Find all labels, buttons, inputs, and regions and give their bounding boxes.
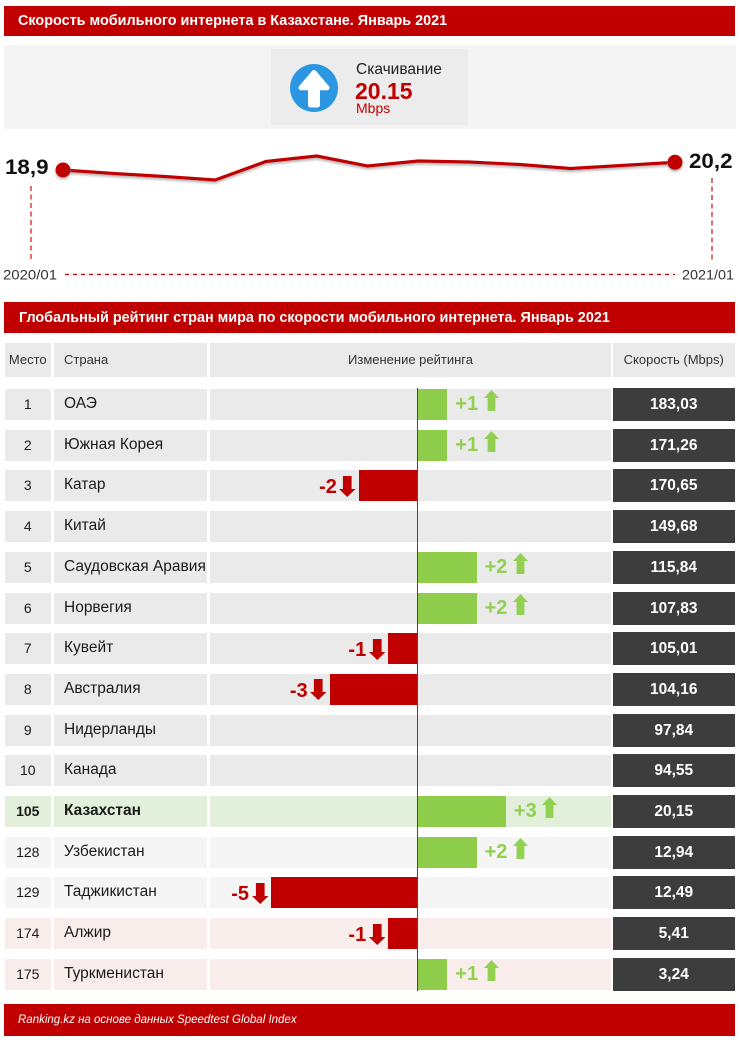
svg-text:2021/01: 2021/01 — [682, 267, 734, 283]
svg-text:18,9: 18,9 — [5, 156, 49, 179]
svg-text:20,2: 20,2 — [689, 150, 733, 173]
svg-text:2020/01: 2020/01 — [3, 267, 57, 283]
